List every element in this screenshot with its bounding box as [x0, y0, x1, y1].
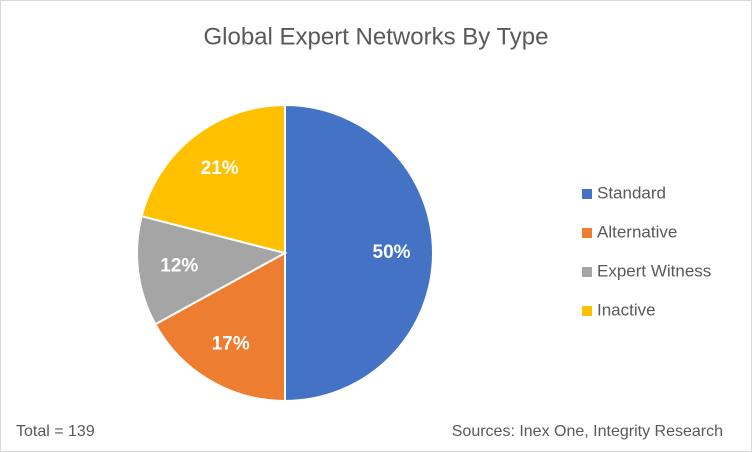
legend-swatch [582, 306, 592, 316]
legend-label: Inactive [597, 300, 656, 319]
data-label: 17% [212, 334, 250, 355]
data-label: 21% [201, 158, 239, 179]
source-note: Sources: Inex One, Integrity Research [452, 423, 723, 440]
pie-slice [153, 251, 286, 403]
pie-slice [136, 214, 288, 326]
legend-swatch [582, 228, 592, 238]
data-label: 12% [160, 255, 198, 276]
pie-slice [284, 103, 434, 403]
legend-swatch [582, 267, 592, 277]
legend-label: Alternative [597, 222, 677, 241]
total-note: Total = 139 [16, 423, 95, 440]
pie-slice [140, 103, 286, 255]
legend-swatch [582, 189, 592, 199]
legend-label: Expert Witness [597, 261, 711, 280]
data-label: 50% [373, 242, 411, 263]
legend-label: Standard [597, 183, 666, 202]
chart-title: Global Expert Networks By Type [203, 23, 548, 50]
